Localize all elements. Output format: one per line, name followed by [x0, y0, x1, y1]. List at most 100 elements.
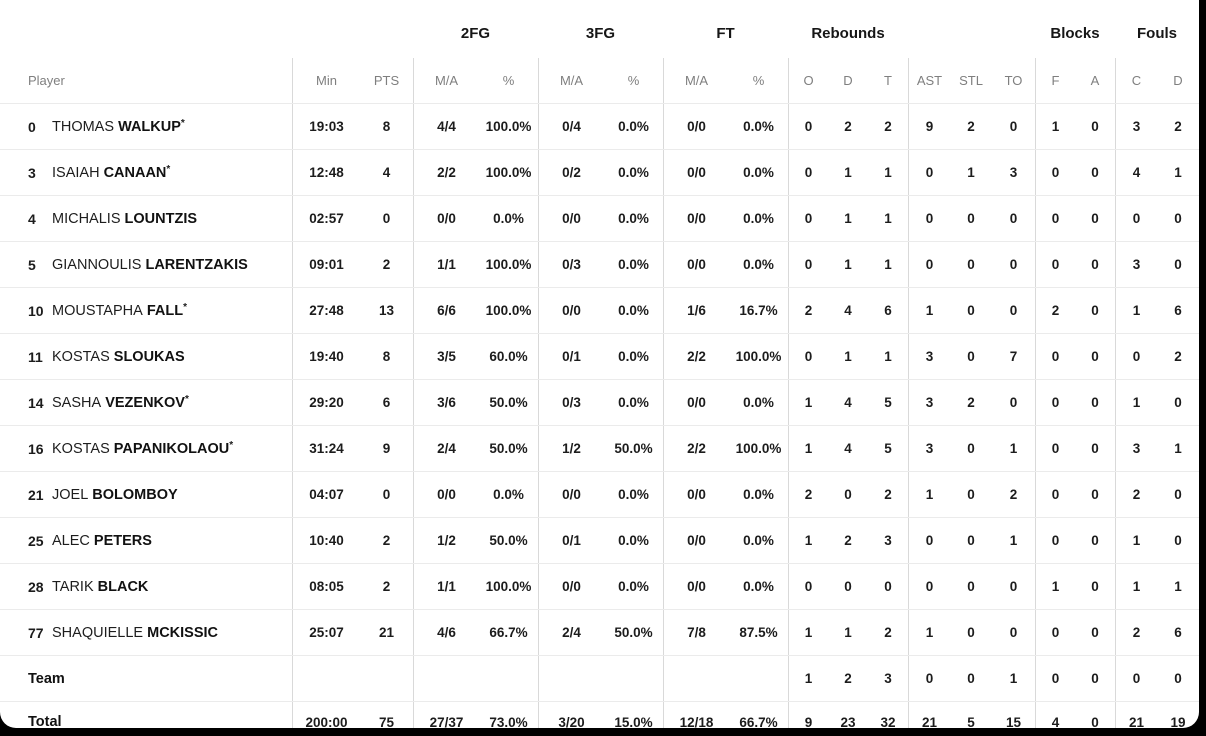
group-header-2fg: 2FG: [460, 24, 491, 42]
stat-cell-ft-ma: 0/0: [663, 242, 729, 287]
player-first-name: ISAIAH: [52, 164, 100, 181]
stat-cell-min: 08:05: [292, 564, 360, 609]
stat-cell-to: 7: [1009, 349, 1018, 364]
stat-cell-reb-t: 32: [880, 714, 896, 729]
jersey-number: 10: [28, 302, 44, 319]
player-name: KOSTAS PAPANIKOLAOU*: [52, 440, 233, 457]
stat-cell-ast: 0: [908, 564, 950, 609]
stat-cell-3fg-pct: 50.0%: [614, 441, 653, 456]
stat-cell-to: 0: [1009, 625, 1018, 640]
stat-cell-2fg-ma: 1/2: [413, 518, 479, 563]
stat-cell-reb-o: 1: [788, 518, 828, 563]
stat-cell-foul-d: 0: [1174, 487, 1182, 502]
stat-cell-reb-o: 2: [788, 472, 828, 517]
col-header-reb-d: D: [843, 73, 853, 88]
stat-cell-foul-c: 1: [1115, 288, 1157, 333]
stat-cell-reb-d: 2: [844, 671, 852, 686]
stat-cell-blk-f: 0: [1035, 426, 1075, 471]
stat-cell-2fg-ma: 1/1: [413, 564, 479, 609]
player-name: ALEC PETERS: [52, 533, 152, 549]
stat-cell-reb-d: 0: [844, 579, 852, 594]
stat-cell-ft-pct: 0.0%: [743, 119, 774, 134]
stat-cell-foul-c: 21: [1115, 702, 1157, 728]
stat-cell-2fg-ma: 1/1: [413, 242, 479, 287]
stat-cell-foul-d: 1: [1174, 165, 1182, 180]
stat-cell-3fg-ma: 0/0: [538, 288, 604, 333]
stat-cell-reb-t: 2: [884, 487, 892, 502]
player-cell: 4 MICHALIS LOUNTZIS: [0, 196, 292, 241]
stat-cell-foul-c: 3: [1115, 426, 1157, 471]
stat-cell-to: 2: [1009, 487, 1018, 502]
stat-cell-min: 09:01: [292, 242, 360, 287]
stat-cell-3fg-ma: 0/3: [538, 380, 604, 425]
player-first-name: MOUSTAPHA: [52, 302, 143, 319]
stat-cell-blk-f: 0: [1035, 518, 1075, 563]
col-header-to: TO: [1004, 73, 1023, 88]
stat-cell-ft-pct: 100.0%: [735, 441, 782, 456]
stat-cell-reb-d: 2: [844, 533, 852, 548]
stat-cell-foul-c: 1: [1115, 564, 1157, 609]
stat-cell: [663, 656, 729, 701]
group-header-blocks: Blocks: [1050, 24, 1100, 42]
player-cell: 25 ALEC PETERS: [0, 518, 292, 563]
stat-cell-blk-a: 0: [1091, 165, 1099, 180]
stat-cell-blk-a: 0: [1091, 211, 1099, 226]
stat-cell-reb-d: 1: [844, 211, 852, 226]
table-row: 4 MICHALIS LOUNTZIS 02:57 0 0/0 0.0% 0/0…: [0, 196, 1199, 242]
stat-cell-reb-t: 5: [884, 441, 892, 456]
player-last-name: SLOUKAS: [113, 348, 185, 365]
stat-cell-reb-t: 1: [884, 165, 892, 180]
stat-cell-stl: 0: [967, 211, 975, 226]
stat-cell-min: 19:03: [292, 104, 360, 149]
stat-cell-3fg-ma: 0/2: [538, 150, 604, 195]
stat-cell-foul-d: 0: [1174, 395, 1182, 410]
stat-cell-blk-f: 0: [1035, 610, 1075, 655]
group-header-spacer2: [908, 0, 1035, 58]
stat-cell-ft-pct: 0.0%: [743, 395, 774, 410]
stat-cell-2fg-pct: 0.0%: [493, 487, 524, 502]
stat-cell-3fg-pct: 0.0%: [618, 303, 649, 318]
player-first-name: JOEL: [52, 486, 89, 503]
team-row: Team 1 2 3 0 0 1 0 0 0 0: [0, 656, 1199, 702]
player-name: MOUSTAPHA FALL*: [52, 302, 187, 319]
jersey-number: 14: [28, 394, 44, 411]
stat-cell-foul-c: 3: [1115, 242, 1157, 287]
stat-cell-ft-ma: 1/6: [663, 288, 729, 333]
stat-cell-stl: 0: [967, 579, 975, 594]
jersey-number: 3: [28, 164, 36, 181]
col-header-foul-c: C: [1115, 58, 1157, 103]
stat-cell-pts: 2: [382, 579, 391, 594]
stat-group-header-row: 2FG 3FG FT Rebounds Blocks Fouls: [0, 0, 1199, 58]
stat-cell-3fg-pct: 0.0%: [618, 257, 649, 272]
player-cell: 10 MOUSTAPHA FALL*: [0, 288, 292, 333]
stat-cell-ast: 0: [908, 150, 950, 195]
col-header-3fg-pct: %: [627, 73, 640, 88]
stat-cell-blk-f: 0: [1035, 242, 1075, 287]
col-header-ft-pct: %: [752, 73, 765, 88]
stat-cell-ft-pct: 87.5%: [739, 625, 778, 640]
stat-cell: [413, 656, 479, 701]
stat-cell: [538, 656, 604, 701]
player-first-name: MICHALIS: [52, 210, 121, 227]
starter-mark: *: [166, 163, 171, 175]
player-cell: 0 THOMAS WALKUP*: [0, 104, 292, 149]
stat-cell-reb-d: 4: [844, 303, 852, 318]
col-header-player: Player: [28, 73, 65, 88]
table-row: 16 KOSTAS PAPANIKOLAOU* 31:24 9 2/4 50.0…: [0, 426, 1199, 472]
stat-cell-reb-t: 5: [884, 395, 892, 410]
stat-cell-stl: 2: [967, 119, 975, 134]
stat-cell-ast: 0: [908, 196, 950, 241]
player-first-name: TARIK: [52, 578, 94, 595]
stat-cell-ft-ma: 0/0: [663, 518, 729, 563]
stat-cell-2fg-pct: 100.0%: [485, 165, 532, 180]
stat-cell-to: 15: [1005, 714, 1022, 729]
col-header-pts: PTS: [373, 73, 400, 88]
stat-cell-blk-a: 0: [1091, 487, 1099, 502]
stat-cell-blk-f: 0: [1035, 656, 1075, 701]
jersey-number: 21: [28, 486, 44, 503]
stat-cell-foul-c: 0: [1115, 196, 1157, 241]
starter-mark: *: [184, 393, 189, 405]
stat-cell-blk-a: 0: [1091, 119, 1099, 134]
stat-cell-foul-c: 2: [1115, 472, 1157, 517]
